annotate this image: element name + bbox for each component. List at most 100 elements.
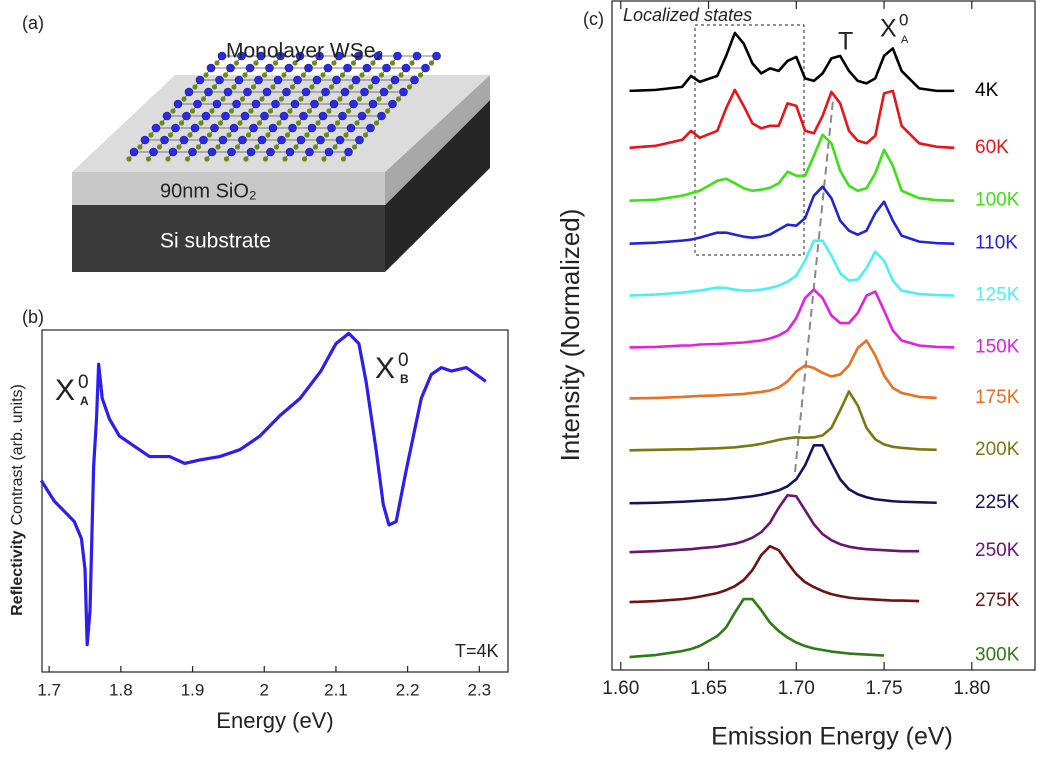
w-atom	[283, 88, 291, 96]
legend-label: 60K	[975, 137, 1009, 158]
se-atom	[315, 120, 320, 125]
se-atom	[329, 84, 334, 89]
data-line	[630, 599, 885, 657]
data-line	[630, 340, 937, 398]
se-atom	[293, 144, 298, 149]
se-atom	[168, 132, 173, 137]
se-atom	[341, 156, 346, 161]
se-atom	[281, 72, 286, 77]
w-atom	[222, 112, 230, 120]
x-tick-label: 1.8	[109, 680, 133, 699]
w-atom	[356, 136, 364, 144]
legend-label: 100K	[975, 190, 1020, 211]
se-atom	[287, 108, 292, 113]
legend-label: 250K	[975, 540, 1020, 561]
data-line	[630, 391, 937, 450]
se-atom	[257, 120, 262, 125]
se-atom	[276, 120, 281, 125]
se-atom	[313, 144, 318, 149]
exciton-label: X	[880, 15, 897, 43]
x-tick-label: 1.75	[866, 678, 903, 699]
w-atom	[246, 64, 254, 72]
data-line	[41, 333, 486, 644]
x-tick-label: 2.3	[468, 680, 492, 699]
data-line	[630, 546, 920, 602]
se-atom	[179, 120, 184, 125]
w-atom	[302, 88, 310, 96]
w-atom	[169, 148, 177, 156]
se-atom	[379, 72, 384, 77]
se-atom	[309, 84, 314, 89]
w-atom	[300, 112, 308, 120]
w-atom	[230, 124, 238, 132]
se-atom	[324, 132, 329, 137]
data-line	[630, 445, 937, 503]
se-atom	[365, 108, 370, 113]
se-atom	[146, 156, 151, 161]
se-atom	[159, 120, 164, 125]
se-atom	[359, 72, 364, 77]
w-atom	[266, 64, 274, 72]
x-tick-label: 1.60	[602, 678, 639, 699]
trion-label: T	[838, 28, 853, 56]
w-atom	[389, 100, 397, 108]
se-atom	[374, 120, 379, 125]
w-atom	[347, 124, 355, 132]
se-atom	[204, 156, 209, 161]
se-atom	[229, 108, 234, 113]
se-atom	[226, 132, 231, 137]
peak-label-sup: 0	[78, 372, 89, 393]
w-atom	[278, 136, 286, 144]
w-atom	[196, 76, 204, 84]
se-atom	[254, 144, 259, 149]
w-atom	[333, 76, 341, 84]
se-atom	[181, 96, 186, 101]
note: T=4K	[455, 641, 499, 661]
legend-label: 300K	[975, 645, 1020, 666]
se-atom	[357, 96, 362, 101]
se-atom	[212, 84, 217, 89]
legend-label: 200K	[975, 439, 1020, 460]
w-atom	[274, 76, 282, 84]
w-atom	[224, 88, 232, 96]
w-atom	[258, 136, 266, 144]
w-atom	[255, 76, 263, 84]
se-atom	[376, 96, 381, 101]
se-atom	[318, 96, 323, 101]
w-atom	[305, 64, 313, 72]
se-atom	[418, 72, 423, 77]
legend-label: 150K	[975, 336, 1020, 357]
w-atom	[352, 76, 360, 84]
w-atom	[269, 124, 277, 132]
se-atom	[396, 96, 401, 101]
se-atom	[265, 132, 270, 137]
w-atom	[402, 64, 410, 72]
se-atom	[321, 156, 326, 161]
exciton-label-sup: 0	[899, 10, 908, 29]
se-atom	[259, 96, 264, 101]
se-atom	[320, 72, 325, 77]
se-atom	[407, 84, 412, 89]
data-line	[630, 241, 955, 296]
x-tick-label: 1.7	[37, 680, 61, 699]
se-atom	[343, 132, 348, 137]
w-atom	[163, 112, 171, 120]
w-atom	[161, 136, 169, 144]
w-atom	[261, 112, 269, 120]
w-atom	[267, 148, 275, 156]
w-atom	[244, 88, 252, 96]
y-axis-label: ReflectivityContrast (arb. units)	[9, 384, 26, 616]
w-atom	[372, 76, 380, 84]
x-axis-label: Emission Energy (eV)	[711, 723, 953, 751]
w-atom	[272, 100, 280, 108]
x-tick-label: 1.80	[953, 678, 990, 699]
panel-label: (a)	[22, 13, 44, 33]
w-atom	[391, 76, 399, 84]
se-atom	[274, 144, 279, 149]
w-atom	[345, 148, 353, 156]
w-atom	[180, 136, 188, 144]
se-atom	[296, 120, 301, 125]
w-atom	[219, 136, 227, 144]
se-atom	[170, 108, 175, 113]
w-atom	[205, 88, 213, 96]
